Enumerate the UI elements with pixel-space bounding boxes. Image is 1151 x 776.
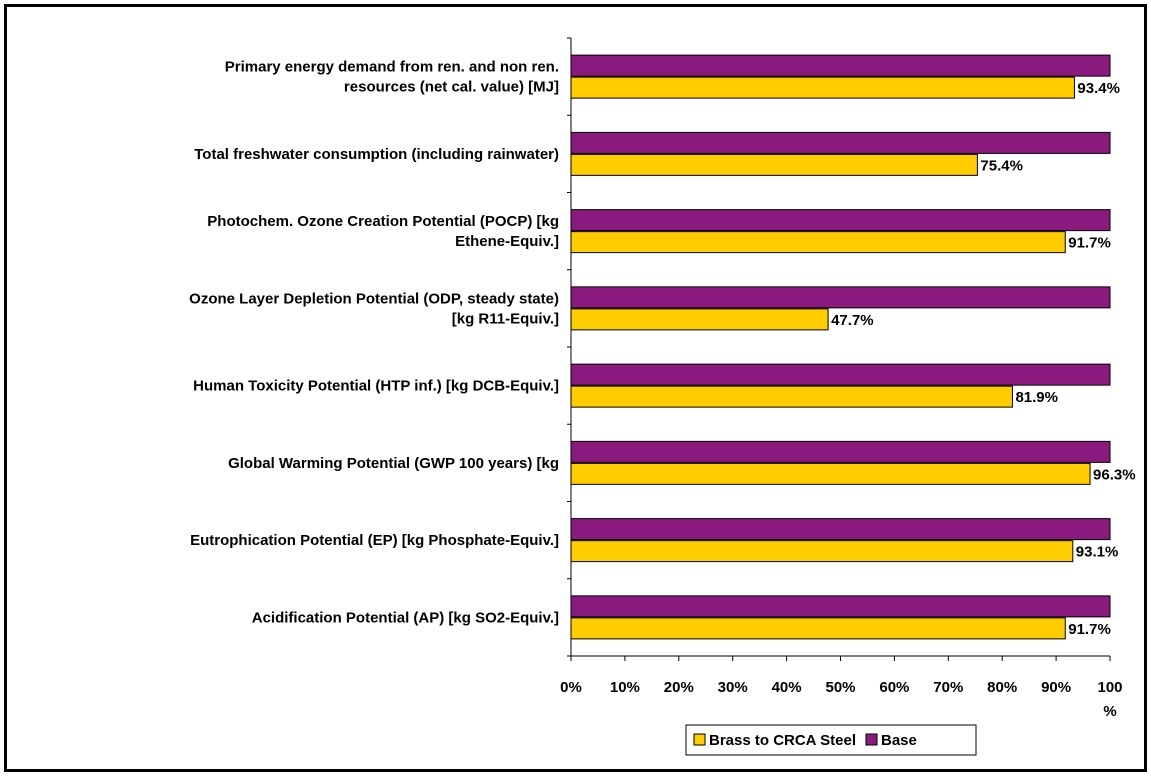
bar-base-5 [570,440,1111,463]
bar-base-0 [570,54,1111,77]
impact-bar-chart: Primary energy demand from ren. and non … [189,37,1136,756]
bar-base-2 [570,209,1111,232]
x-tick-label-9: 90% [1041,679,1071,696]
axes [567,37,1111,661]
data-label-3: 47.7% [831,312,874,329]
category-label-2: Photochem. Ozone Creation Potential (POC… [207,213,559,250]
bar-brass-7 [570,617,1066,640]
legend-swatch-1 [865,733,878,746]
legend-box [685,724,977,756]
bars [570,54,1111,640]
x-tick-label-7: 70% [933,679,963,696]
legend-label-0: Brass to CRCA Steel [709,732,856,749]
x-tick-label-2: 20% [664,679,694,696]
category-label-6: Eutrophication Potential (EP) [kg Phosph… [190,532,559,549]
data-label-5: 96.3% [1093,466,1136,483]
x-tick-label-8: 80% [987,679,1017,696]
bar-brass-4 [570,385,1013,408]
bar-brass-3 [570,308,829,331]
category-label-1: Total freshwater consumption (including … [194,146,559,163]
bar-brass-2 [570,231,1066,254]
x-tick-label-1: 10% [610,679,640,696]
bar-base-4 [570,363,1111,386]
x-tick-label-10: 100% [1097,679,1122,720]
x-tick-label-5: 50% [825,679,855,696]
category-label-7: Acidification Potential (AP) [kg SO2-Equ… [252,609,559,626]
x-tick-label-0: 0% [560,679,582,696]
bar-brass-1 [570,153,978,176]
tick-labels: 0% 10% 20% 30% 40% 50% 60% 70% 80% 90% 100% [560,679,1122,720]
x-tick-label-4: 40% [772,679,802,696]
bar-brass-5 [570,462,1091,485]
legend: Brass to CRCA Steel Base [685,724,977,756]
data-label-1: 75.4% [980,157,1023,174]
data-labels: 93.4% 75.4% 91.7% 47.7% 81.9% 96.3% 93.1% 91.7% [831,80,1136,638]
x-tick-label-3: 30% [718,679,748,696]
data-label-7: 91.7% [1068,621,1111,638]
category-label-0: Primary energy demand from ren. and non … [225,59,559,96]
data-label-2: 91.7% [1068,235,1111,252]
bar-brass-0 [570,76,1075,99]
legend-label-1: Base [881,732,917,749]
bar-base-3 [570,286,1111,309]
category-label-3: Ozone Layer Depletion Potential (ODP, st… [189,290,559,327]
category-label-4: Human Toxicity Potential (HTP inf.) [kg … [193,378,559,395]
bar-brass-6 [570,540,1074,563]
legend-swatch-0 [693,733,706,746]
bar-base-6 [570,518,1111,541]
category-label-5: Global Warming Potential (GWP 100 years)… [228,455,559,472]
data-label-0: 93.4% [1077,80,1120,97]
chart-frame: Primary energy demand from ren. and non … [4,4,1147,772]
bar-base-7 [570,595,1111,618]
bar-base-1 [570,131,1111,154]
data-label-6: 93.1% [1076,544,1119,561]
x-tick-label-6: 60% [879,679,909,696]
category-labels: Primary energy demand from ren. and non … [189,59,559,627]
data-label-4: 81.9% [1015,389,1058,406]
